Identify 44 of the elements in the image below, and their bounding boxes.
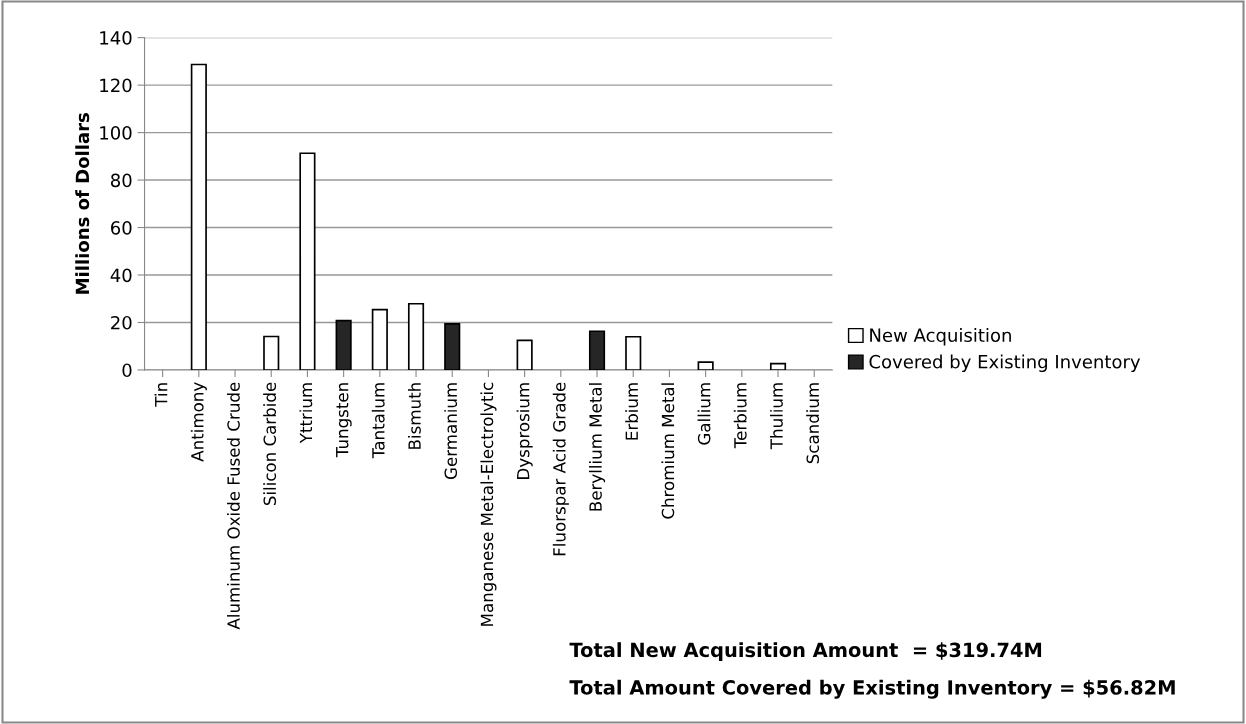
x-tick-label: Beryllium Metal	[588, 383, 606, 511]
y-tick-label: 140	[100, 31, 132, 45]
bar	[407, 302, 425, 370]
y-tick-label: 20	[111, 315, 132, 330]
x-tick-label: Tantalum	[371, 383, 385, 459]
y-tick-label: 80	[110, 173, 132, 188]
bar	[625, 335, 642, 370]
bar	[588, 330, 606, 370]
bar	[335, 319, 352, 370]
y-tick-label: 40	[110, 268, 132, 283]
y-axis-title: Millions of Dollars	[75, 113, 90, 294]
legend-label: Covered by Existing Inventory	[869, 354, 1141, 373]
x-tick-label: Aluminum Oxide Fused Crude	[226, 382, 240, 630]
bar	[299, 152, 316, 370]
x-tick-label: Germanium	[444, 383, 458, 479]
bar	[190, 63, 207, 370]
x-tick-label: Yttrium	[299, 383, 313, 444]
x-tick-label: Antimony	[190, 382, 207, 462]
x-tick-label: Tin	[154, 383, 168, 407]
x-tick-label: Bismuth	[407, 383, 421, 449]
x-tick-label: Tungsten	[336, 383, 352, 458]
x-tick-label: Thulium	[769, 383, 783, 450]
y-tick-label: 0	[122, 363, 132, 378]
bar	[697, 361, 714, 370]
y-tick-label: 60	[111, 221, 132, 235]
bar	[444, 323, 461, 370]
bar	[371, 308, 388, 370]
y-tick-label: 120	[100, 78, 132, 93]
bar	[516, 339, 533, 370]
text: Total Amount Covered by Existing Inventory = $56.82M	[569, 679, 1175, 699]
x-tick-label: Fluorspar Acid Grade	[552, 382, 569, 556]
x-tick-label: Manganese Metal-Electrolytic	[480, 382, 497, 626]
x-tick-label: Terbium	[733, 383, 747, 449]
bar	[263, 335, 280, 370]
bar	[769, 362, 787, 370]
x-tick-label: Silicon Carbide	[263, 382, 277, 506]
x-tick-label: Gallium	[697, 383, 711, 445]
y-tick-label: 100	[100, 126, 132, 140]
x-tick-label: Scandium	[806, 383, 820, 464]
text: Total New Acquisition Amount = $319.74M	[569, 642, 1042, 662]
x-tick-label: Chromium Metal	[661, 383, 675, 519]
legend-label: New Acquisition	[870, 328, 1011, 346]
x-tick-label: Erbium	[625, 383, 639, 440]
x-tick-label: Dysprosium	[516, 383, 533, 479]
